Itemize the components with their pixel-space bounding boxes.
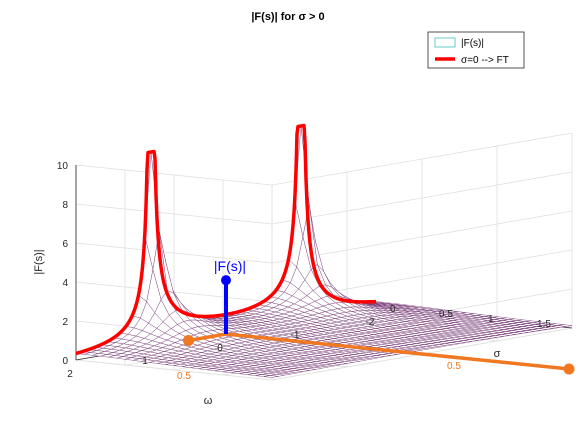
sigma-tick-label: 1	[488, 314, 494, 325]
surface-mesh	[75, 125, 573, 378]
omega-tick-label: 2	[67, 369, 73, 380]
z-tick-label: 6	[62, 239, 68, 250]
legend-ft-label: σ=0 --> FT	[461, 55, 509, 66]
sigma-projection-line	[225, 332, 570, 371]
z-tick-label: 10	[57, 161, 69, 172]
point-marker	[183, 275, 575, 375]
z-tick-label: 4	[62, 278, 68, 289]
omega-tick-label: -2	[366, 317, 375, 328]
z-axis-label: |F(s)|	[33, 249, 45, 274]
sigma-tick-label: 1.5	[537, 319, 551, 330]
sigma-tick-label: 0	[390, 304, 396, 315]
legend: |F(s)| σ=0 --> FT	[427, 31, 525, 69]
omega-tick-label: 1	[142, 356, 148, 367]
omega-projection-line	[188, 332, 227, 343]
ft-curve-positive	[75, 149, 226, 356]
sigma-projection-point	[563, 363, 575, 375]
omega-projection-point	[183, 335, 194, 346]
chart-title: |F(s)| for σ > 0	[251, 11, 324, 23]
legend-surface-label: |F(s)|	[461, 38, 484, 49]
sigma-axis-label: σ	[494, 348, 501, 360]
z-tick-label: 8	[62, 200, 68, 211]
sigma-tick-label: 0.5	[439, 309, 453, 320]
omega-axis-label: ω	[204, 395, 213, 407]
omega-marker-label: 0.5	[177, 371, 191, 382]
omega-tick-label: -1	[291, 330, 300, 341]
legend-surface-swatch	[434, 37, 456, 48]
surface-patch	[263, 375, 279, 378]
z-tick-label: 0	[62, 356, 68, 367]
omega-tick-label: 0	[217, 343, 223, 354]
marker-label: |F(s)|	[214, 258, 246, 274]
ft-curve	[75, 123, 377, 356]
z-tick-label: 2	[62, 317, 68, 328]
sigma-marker-label: 0.5	[447, 361, 461, 372]
marker-point	[221, 275, 231, 286]
ft-curve-negative	[225, 123, 377, 317]
